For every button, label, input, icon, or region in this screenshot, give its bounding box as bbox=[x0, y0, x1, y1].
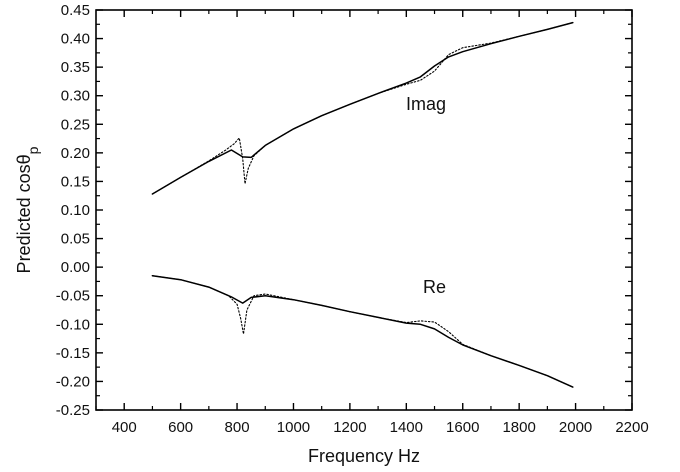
y-tick-label: 0.20 bbox=[61, 145, 90, 162]
y-tick-label: -0.15 bbox=[56, 345, 90, 362]
annotation-re: Re bbox=[423, 277, 446, 297]
y-tick-label: 0.35 bbox=[61, 59, 90, 76]
y-tick-label: 0.25 bbox=[61, 116, 90, 133]
series-line-3-solid bbox=[151, 274, 574, 388]
axis-tick-labels: 400 600 800 1000 1200 1400 1600 1800 2000 2200 -0.… bbox=[56, 2, 649, 436]
plot-frame bbox=[95, 9, 633, 411]
x-tick-label: 2200 bbox=[615, 419, 648, 436]
y-axis-title: Predicted cosθp bbox=[14, 146, 41, 273]
series-layer bbox=[151, 21, 574, 388]
x-tick-label: 400 bbox=[112, 419, 137, 436]
series-line-2-dotted bbox=[151, 22, 574, 195]
y-tick-label: 0.05 bbox=[61, 231, 90, 248]
series-line-1-solid bbox=[151, 21, 574, 195]
x-axis-title: Frequency Hz bbox=[308, 446, 420, 466]
x-tick-label: 600 bbox=[168, 419, 193, 436]
x-tick-label: 1000 bbox=[277, 419, 310, 436]
y-tick-label: -0.10 bbox=[56, 316, 90, 333]
x-tick-label: 1800 bbox=[502, 419, 535, 436]
y-tick-label: 0.45 bbox=[61, 2, 90, 19]
y-tick-label: -0.25 bbox=[56, 402, 90, 419]
axis-ticks bbox=[95, 9, 633, 411]
y-tick-label: 0.15 bbox=[61, 173, 90, 190]
x-tick-label: 1200 bbox=[333, 419, 366, 436]
y-axis-title-main: Predicted cosθ bbox=[14, 154, 34, 273]
x-tick-label: 1400 bbox=[390, 419, 423, 436]
y-axis-title-subscript: p bbox=[25, 146, 41, 154]
y-tick-label: -0.20 bbox=[56, 373, 90, 390]
x-tick-label: 800 bbox=[225, 419, 250, 436]
y-tick-label: 0.10 bbox=[61, 202, 90, 219]
series-line-4-dotted bbox=[151, 275, 574, 388]
y-tick-label: -0.05 bbox=[56, 288, 90, 305]
x-tick-label: 1600 bbox=[446, 419, 479, 436]
y-tick-label: 0.40 bbox=[61, 31, 90, 48]
annotations: Imag Re bbox=[406, 94, 446, 297]
y-tick-label: 0.30 bbox=[61, 88, 90, 105]
annotation-imag: Imag bbox=[406, 94, 446, 114]
y-tick-label: 0.00 bbox=[61, 259, 90, 276]
x-tick-label: 2000 bbox=[559, 419, 592, 436]
